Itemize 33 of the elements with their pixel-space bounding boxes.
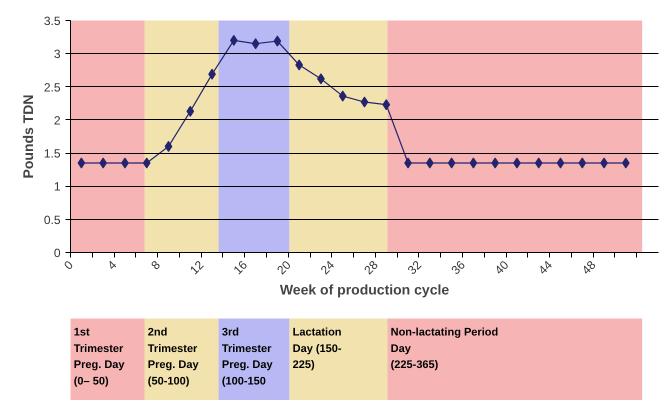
point (338, 90, 347, 102)
point (578, 158, 586, 169)
y-tick-label: 3 (54, 47, 61, 62)
y-tick-label: 1.5 (44, 146, 61, 161)
text: Lactation Day (150- 225) (292, 326, 342, 372)
x-tick-label: 40 (492, 258, 512, 278)
text: Non-lactating Period Day (225-365) (390, 326, 498, 372)
x-tick-label: 32 (404, 258, 424, 278)
text: 2nd Trimester Preg. Day (50-100) (148, 326, 200, 388)
y-tick-label: 3.5 (44, 14, 61, 28)
y-tick-label: 1 (54, 180, 61, 194)
point (142, 158, 151, 169)
x-tick-label: 28 (361, 258, 381, 278)
x-tick-label: 48 (579, 258, 599, 278)
x-tick-label: 16 (230, 258, 250, 278)
y-tick-label: 2 (54, 113, 61, 128)
point (186, 106, 194, 117)
x-tick-label: 36 (448, 258, 468, 278)
x-tick-label: 44 (536, 258, 556, 278)
y-tick-label: 0.5 (44, 212, 61, 227)
x-tick-label: 4 (104, 258, 120, 273)
y-tick-label: 0 (54, 246, 61, 260)
text: 3rd Trimester Preg. Day (100-150 (222, 326, 274, 388)
y-tick-label: 2.5 (44, 80, 61, 94)
point (534, 158, 543, 169)
x-tick-label: 8 (148, 258, 164, 273)
y-axis-title: Pounds TDN (20, 94, 36, 178)
x-axis-title: Week of production cycle (280, 281, 450, 298)
point (382, 99, 390, 110)
x-tick-label: 20 (274, 258, 294, 278)
text: 1st Trimester Preg. Day (0– 50) (74, 326, 126, 388)
x-tick-label: 12 (187, 258, 207, 278)
x-tick-label: 24 (318, 258, 338, 278)
